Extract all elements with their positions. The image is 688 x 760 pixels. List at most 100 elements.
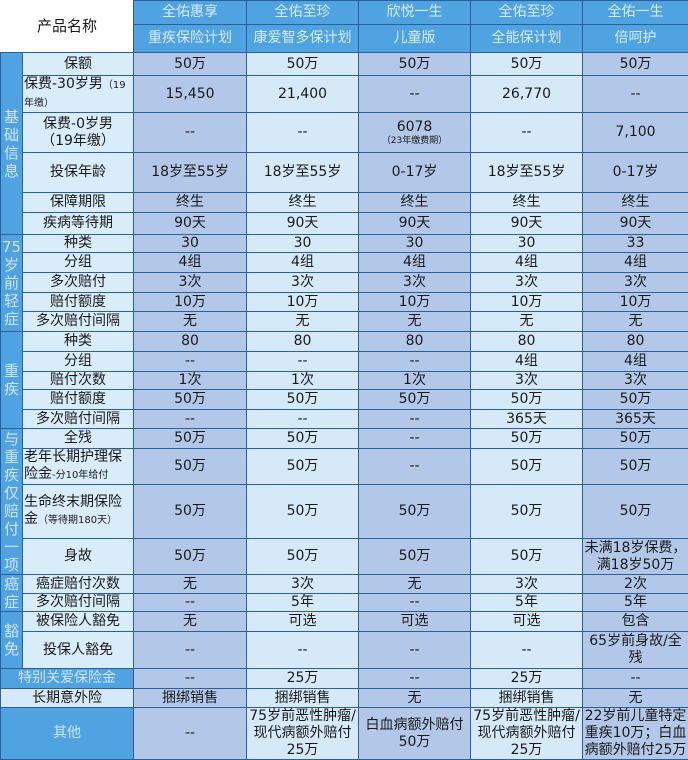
value-cell: 3次 — [247, 575, 359, 594]
value-cell: 6078（23年缴费期） — [359, 113, 471, 153]
cell-value: -- — [135, 642, 245, 659]
row-label: 生命终末期保险金（等待期180天） — [23, 485, 134, 539]
value-cell: 50万 — [359, 539, 471, 575]
cell-value: 65岁前身故/全残 — [584, 633, 687, 667]
row-label: 疾病等待期 — [23, 213, 134, 235]
value-cell: 终生 — [247, 193, 359, 213]
value-cell: 5年 — [471, 594, 583, 612]
section-label: 基础信息 — [1, 53, 23, 235]
cell-value: 终生 — [248, 194, 357, 211]
value-cell: 4组 — [247, 253, 359, 273]
value-cell: 50万 — [134, 485, 247, 539]
value-cell: 4组 — [471, 253, 583, 273]
table-row: 长期意外险捆绑销售捆绑销售无捆绑销售无 — [1, 689, 688, 708]
value-cell: 50万 — [471, 53, 583, 76]
cell-value: -- — [472, 124, 581, 141]
row-label-text: 保费-0岁男 — [43, 116, 113, 132]
value-cell: -- — [359, 449, 471, 485]
value-cell: 50万 — [471, 539, 583, 575]
cell-value: 30 — [248, 235, 357, 252]
cell-value: -- — [360, 430, 469, 447]
row-label: 身故 — [23, 539, 134, 575]
value-cell: 包含 — [583, 612, 688, 632]
corner-label: 产品名称 — [1, 1, 134, 53]
cell-value: 无 — [135, 613, 245, 630]
product-subtitle: 重疾保险计划 — [134, 25, 247, 53]
cell-value: -- — [360, 353, 469, 370]
cell-value: 3次 — [472, 576, 581, 593]
value-cell: 捆绑销售 — [471, 689, 583, 708]
section-label: 与重疾仅赔付一项 — [1, 429, 23, 575]
value-cell: 3次 — [471, 372, 583, 390]
value-cell: 50万 — [247, 449, 359, 485]
value-cell: -- — [134, 113, 247, 153]
cell-value: 90天 — [135, 215, 245, 232]
row-label: 多次赔付 — [23, 273, 134, 293]
product-subtitle: 倍呵护 — [583, 25, 688, 53]
cell-value: 10万 — [584, 294, 687, 311]
value-cell: 10万 — [583, 293, 688, 312]
cell-value: 3次 — [248, 274, 357, 291]
cell-value: 50万 — [135, 56, 245, 73]
cell-value: 无 — [248, 313, 357, 330]
cell-value: 90天 — [584, 215, 687, 232]
cell-value: 1次 — [360, 372, 469, 389]
row-label-note: -分10年给付 — [52, 470, 108, 481]
value-cell: 18岁至55岁 — [247, 153, 359, 193]
value-cell: 2次 — [583, 575, 688, 594]
product-subtitle: 康爱智多保计划 — [247, 25, 359, 53]
value-cell: 50万 — [471, 449, 583, 485]
cell-value: 15,450 — [135, 86, 245, 103]
cell-value: 18岁至55岁 — [248, 164, 357, 181]
table-row: 多次赔付间隔无无无无无 — [1, 312, 688, 332]
value-cell: -- — [359, 594, 471, 612]
section-label: 75岁前轻症 — [1, 235, 23, 332]
value-cell: -- — [134, 410, 247, 429]
value-cell: 1次 — [247, 372, 359, 390]
cell-value: 3次 — [135, 274, 245, 291]
cell-value: 30 — [360, 235, 469, 252]
value-cell: -- — [471, 632, 583, 669]
cell-value: 5年 — [248, 594, 357, 611]
product-name: 全佑至珍 — [247, 1, 359, 25]
cell-value: -- — [248, 642, 357, 659]
value-cell: 65岁前身故/全残 — [583, 632, 688, 669]
value-cell: 50万 — [583, 390, 688, 410]
value-cell: 90天 — [247, 213, 359, 235]
row-label: 保费-0岁男（19年缴） — [23, 113, 134, 153]
cell-value: 33 — [584, 235, 687, 252]
value-cell: -- — [359, 410, 471, 429]
value-cell: 50万 — [471, 390, 583, 410]
section-label: 重疾 — [1, 332, 23, 429]
cell-value: 50万 — [472, 430, 581, 447]
cell-value: 50万 — [135, 391, 245, 408]
value-cell: 未满18岁保费，满18岁50万 — [583, 539, 688, 575]
value-cell: 50万 — [359, 53, 471, 76]
value-cell: 3次 — [134, 273, 247, 293]
cell-value: 3次 — [472, 274, 581, 291]
cell-value: 50万 — [584, 503, 687, 520]
value-cell: 50万 — [471, 429, 583, 449]
value-cell: -- — [247, 410, 359, 429]
cell-value: 0-17岁 — [360, 164, 469, 181]
cell-value: 30 — [472, 235, 581, 252]
cell-value: 50万 — [135, 548, 245, 565]
value-cell: 25万 — [471, 669, 583, 689]
cell-value: 无 — [360, 576, 469, 593]
cell-value: 0-17岁 — [584, 164, 687, 181]
cell-value: 90天 — [472, 215, 581, 232]
merged-row-label: 其他 — [1, 708, 134, 760]
value-cell: 无 — [134, 312, 247, 332]
value-cell: 90天 — [583, 213, 688, 235]
product-name: 欣悦一生 — [359, 1, 471, 25]
value-cell: 30 — [471, 235, 583, 253]
value-cell: 22岁前儿童特定重疾10万；白血病额外赔付25万 — [583, 708, 688, 760]
cell-value: 2次 — [584, 576, 687, 593]
cell-value: 5年 — [584, 594, 687, 611]
